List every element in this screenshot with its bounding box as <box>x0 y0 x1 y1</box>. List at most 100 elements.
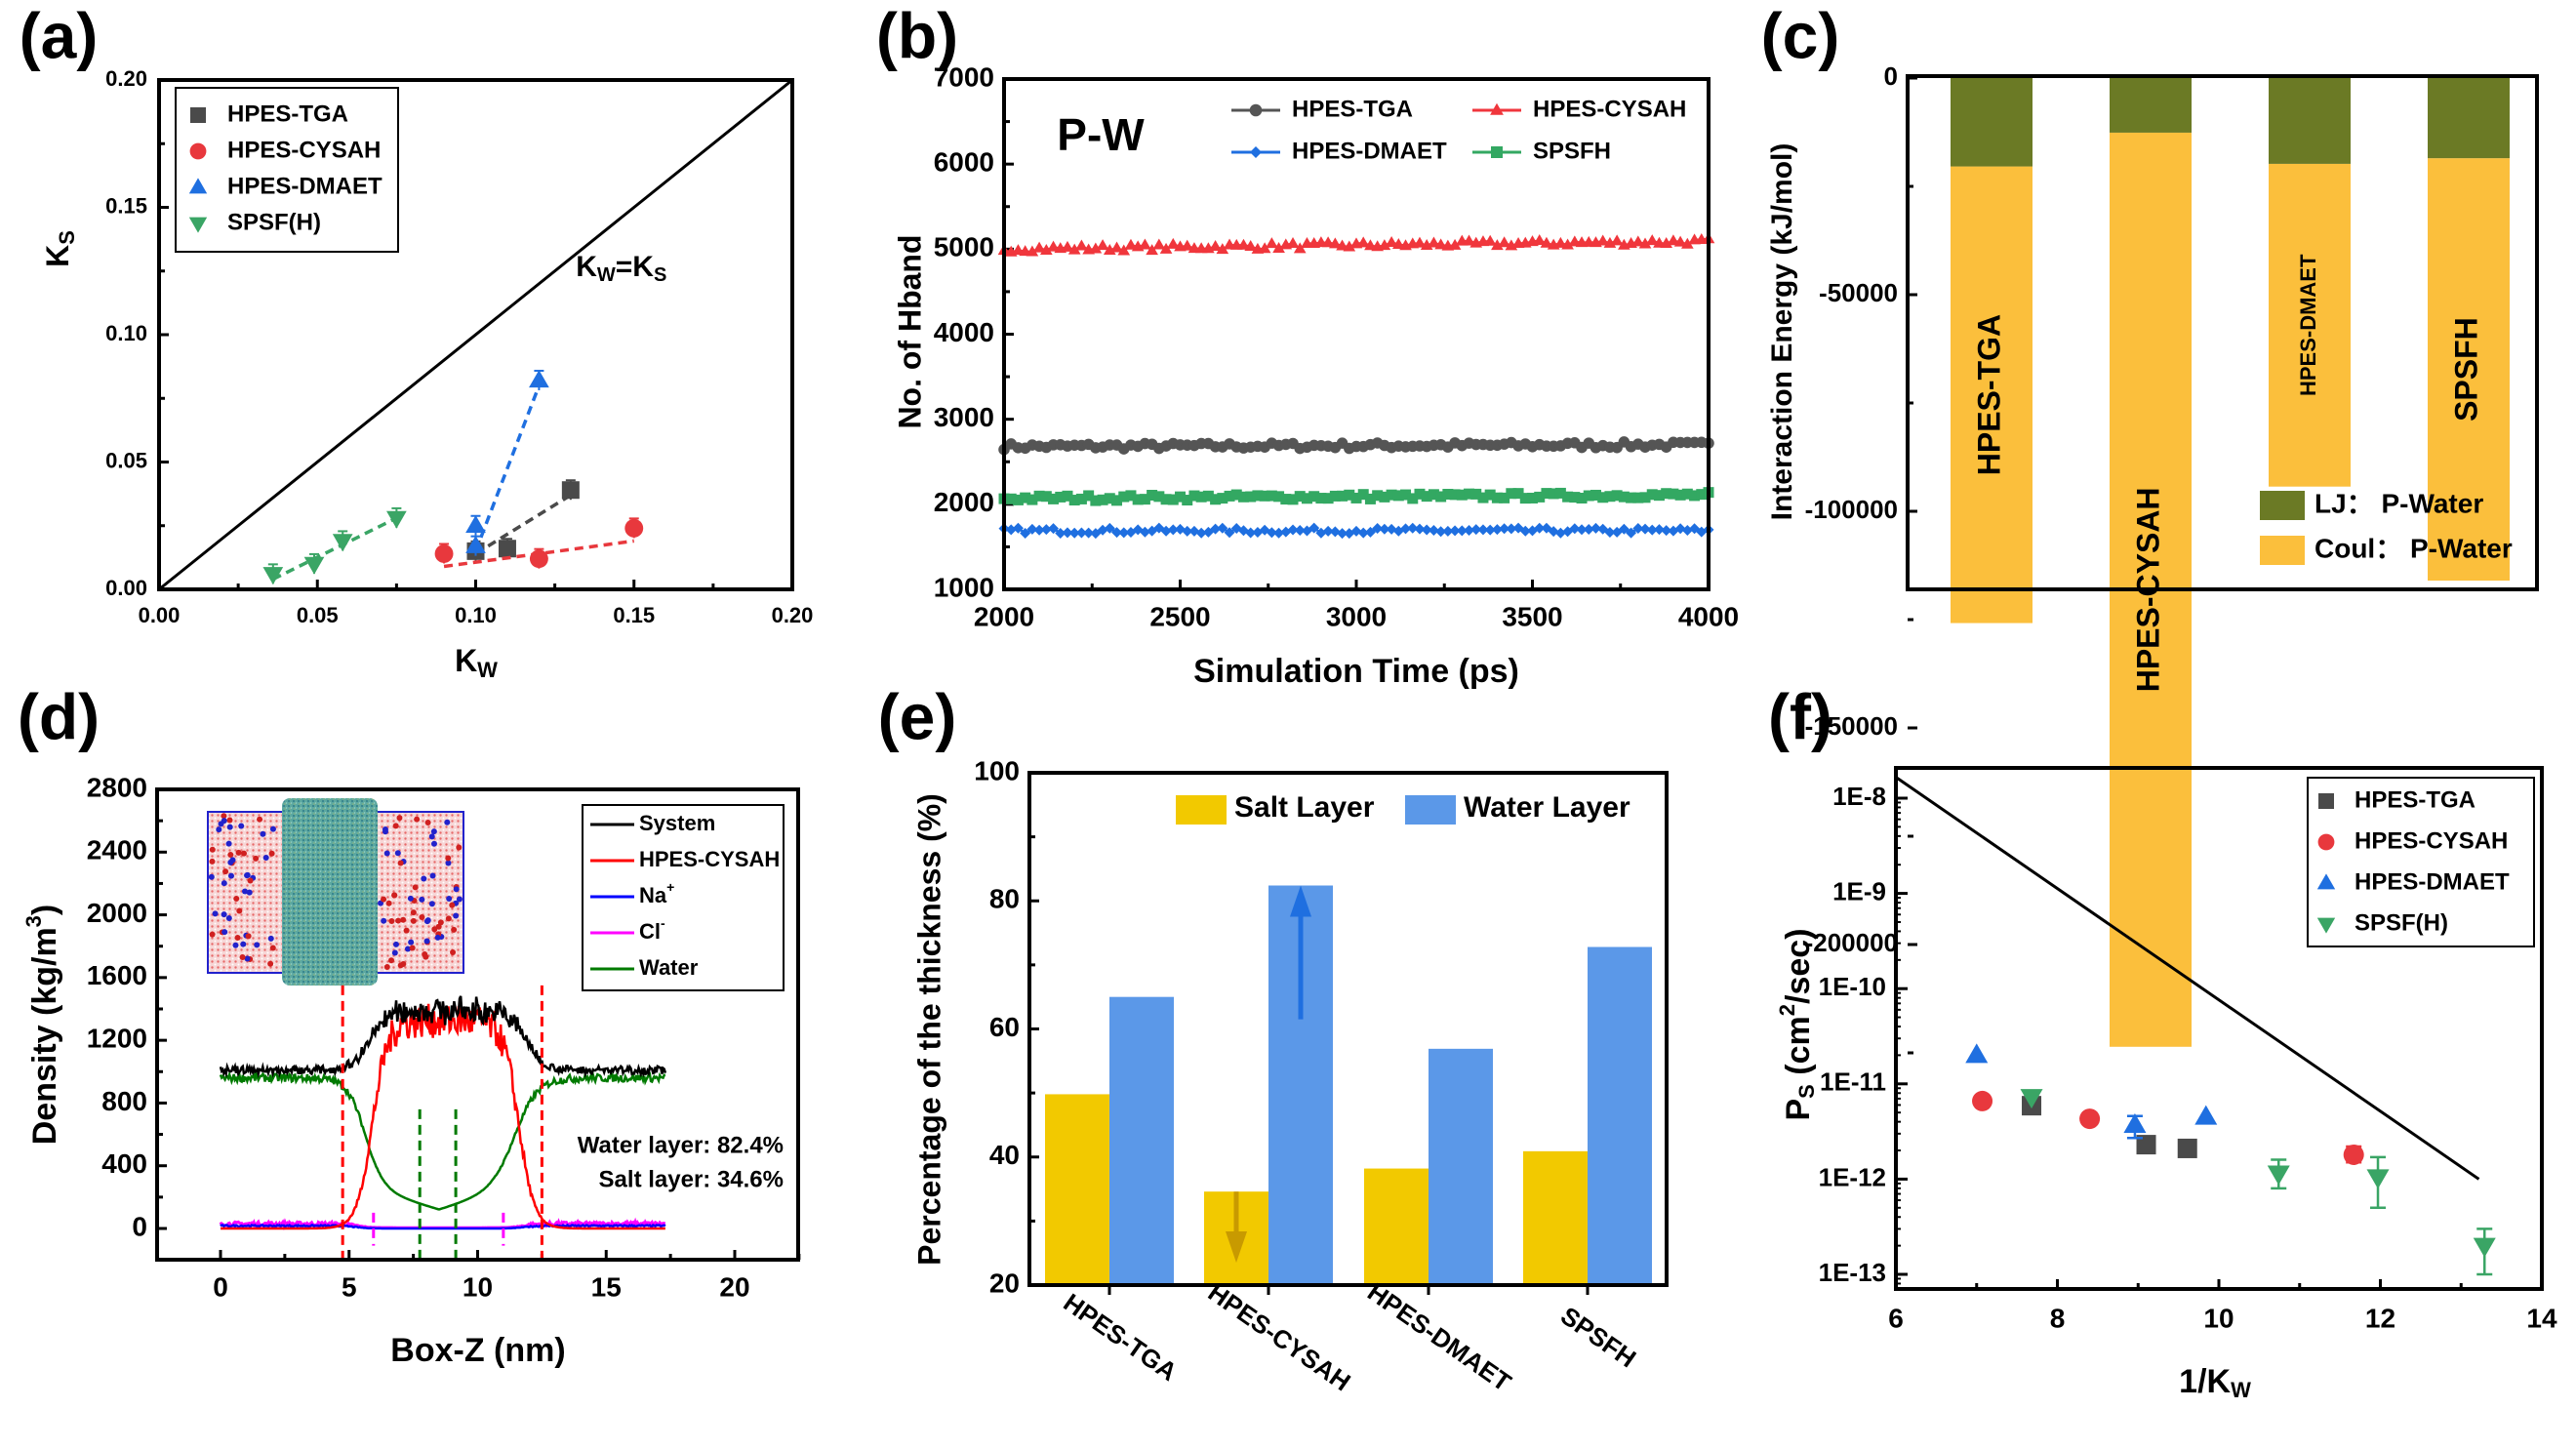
series-marker <box>1548 526 1559 538</box>
series-marker <box>1653 524 1665 536</box>
series-marker <box>1252 490 1264 502</box>
y-tick-label: -150000 <box>1805 711 1898 741</box>
series-marker <box>1096 239 1109 251</box>
series-marker <box>1357 527 1369 539</box>
inset-ion <box>244 955 251 962</box>
series-marker <box>1147 490 1158 502</box>
data-point <box>1972 1090 1993 1111</box>
y-axis-label: Density (kg/m3) <box>21 905 63 1146</box>
legend-label: HPES-DMAET <box>1292 138 1447 164</box>
series-marker <box>1442 488 1454 500</box>
series-marker <box>1491 492 1503 503</box>
y-axis-label: PS (cm2/sec) <box>1775 928 1819 1120</box>
series-marker <box>1638 237 1652 249</box>
series-marker <box>1026 245 1039 257</box>
inset-ion <box>240 941 247 947</box>
series-marker <box>1534 522 1546 534</box>
inset-ion <box>381 917 387 924</box>
inset-ion <box>445 855 452 862</box>
data-point <box>561 481 580 500</box>
series-marker <box>1491 524 1503 536</box>
series-marker <box>1681 237 1694 249</box>
series-marker <box>1506 523 1517 535</box>
series-marker <box>1667 234 1680 246</box>
legend-text: Na <box>639 883 667 907</box>
series-marker <box>1337 490 1348 502</box>
panel-f: 6 8 10 12 14 1E-8 1E-9 1E-10 1E-11 1E-12 1E-13 HPES… <box>1775 766 2557 1402</box>
series-marker <box>1139 238 1151 250</box>
series-marker <box>1061 240 1074 252</box>
series-marker <box>1661 525 1672 537</box>
y-tick-label: 20 <box>989 1268 1020 1298</box>
series-marker <box>1040 491 1052 503</box>
inset-ion <box>260 830 266 837</box>
series-marker <box>1315 493 1327 504</box>
series-marker <box>1527 492 1538 503</box>
inset-ion <box>383 850 390 857</box>
inset-ion <box>235 849 242 856</box>
series-marker <box>1055 491 1067 503</box>
series-marker <box>1569 492 1581 503</box>
inset-ion <box>232 942 239 948</box>
annotation-kw-eq-ks: KW=KS <box>576 251 666 286</box>
series-marker <box>1540 236 1553 248</box>
data-point <box>2473 1237 2496 1258</box>
series-marker <box>1597 492 1609 503</box>
series-marker <box>1372 490 1384 502</box>
legend-text: Water <box>639 955 699 980</box>
series-marker <box>1159 242 1173 254</box>
legend-label: HPES-TGA <box>227 101 348 127</box>
panel-d: 0 5 10 15 20 0 400 800 1200 1600 2000 2400 2800 Water… <box>21 772 801 1369</box>
series-marker <box>1632 523 1644 535</box>
series-marker <box>1266 527 1277 539</box>
inset-ion <box>428 833 435 840</box>
series-marker <box>1673 235 1687 247</box>
panel-label: (d) <box>18 680 100 752</box>
inset-ion <box>239 953 246 960</box>
legend: Salt Layer Water Layer <box>1176 791 1630 825</box>
series-marker <box>1554 527 1566 539</box>
legend-marker <box>189 142 207 160</box>
panel-a: 0.00 0.05 0.10 0.15 0.20 0.00 0.05 0.10 0.15 0.20… <box>40 66 813 682</box>
plot-frame <box>1906 74 2539 591</box>
series-marker <box>1639 523 1651 535</box>
inset-ion <box>245 933 252 940</box>
series-marker <box>1230 489 1242 501</box>
series-marker <box>1470 524 1482 536</box>
inset-ion <box>445 860 452 866</box>
series-marker <box>1048 493 1060 504</box>
inset-ion <box>212 910 219 917</box>
x-tick-label: 5 <box>342 1271 357 1302</box>
y-tick-label: 60 <box>989 1012 1020 1042</box>
series-marker <box>1414 488 1426 500</box>
legend-superscript: - <box>661 915 665 931</box>
bar-water-layer <box>1429 1048 1493 1285</box>
data-point <box>262 567 284 585</box>
series-marker <box>1583 490 1594 502</box>
series-marker <box>1533 233 1547 245</box>
series-marker <box>1104 522 1115 534</box>
fit-line-2 <box>473 384 542 552</box>
inset-ion <box>221 813 227 820</box>
series-marker <box>1329 490 1341 502</box>
series-marker <box>1653 490 1665 502</box>
x-axis-label: Box-Z (nm) <box>390 1332 565 1369</box>
inset-ion <box>435 923 442 930</box>
y-tick-label: 1E-10 <box>1819 972 1886 1001</box>
y-tick-label: -200000 <box>1805 928 1898 957</box>
legend-label: HPES-CYSAH <box>1533 96 1686 122</box>
series-marker <box>1111 495 1123 506</box>
series-marker <box>1067 243 1081 255</box>
y-axis-label: Percentage of the thickness (%) <box>911 793 946 1266</box>
x-tick-label: 0.05 <box>297 603 339 627</box>
series-marker <box>1631 235 1645 247</box>
series-marker <box>1182 525 1193 537</box>
series-marker <box>1055 527 1067 539</box>
series-marker <box>1464 524 1475 536</box>
data-point <box>624 518 644 538</box>
series-marker <box>1068 527 1080 539</box>
inset-ion <box>392 823 399 829</box>
inset-ion <box>430 828 437 835</box>
legend-marker <box>2316 917 2336 934</box>
data-point <box>332 534 353 552</box>
